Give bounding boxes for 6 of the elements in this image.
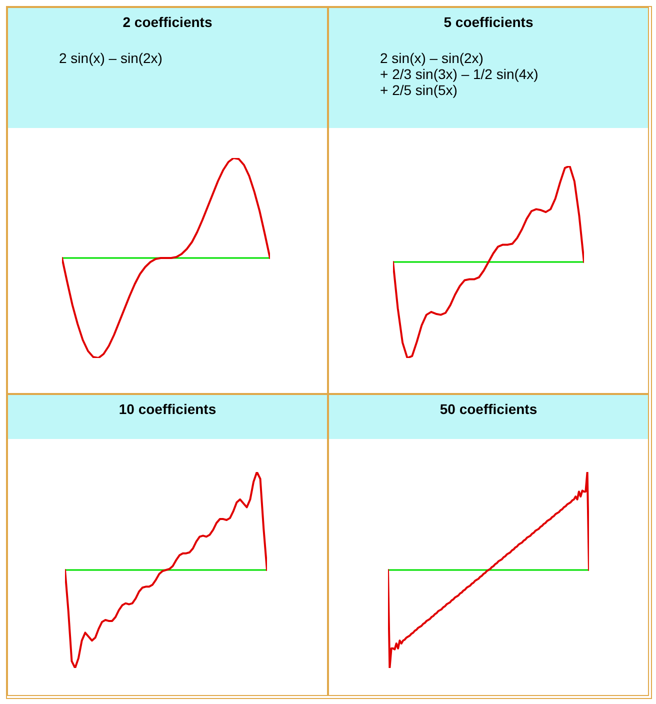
- chart-subtitle: 2 sin(x) – sin(2x) + 2/3 sin(3x) – 1/2 sin(4x) + 2/5 sin(5x): [380, 50, 540, 98]
- chart-title: 50 coefficients: [438, 401, 538, 417]
- chart-title: 10 coefficients: [118, 401, 218, 417]
- chart-subtitle: 2 sin(x) – sin(2x): [59, 50, 164, 66]
- chart-title: 5 coefficients: [442, 14, 534, 30]
- chart-title: 2 coefficients: [122, 14, 214, 30]
